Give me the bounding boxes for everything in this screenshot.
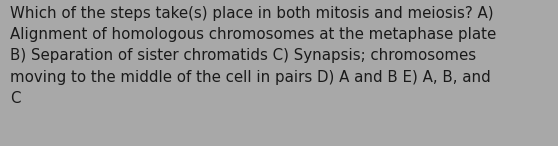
Text: Which of the steps take(s) place in both mitosis and meiosis? A)
Alignment of ho: Which of the steps take(s) place in both…	[10, 6, 496, 106]
